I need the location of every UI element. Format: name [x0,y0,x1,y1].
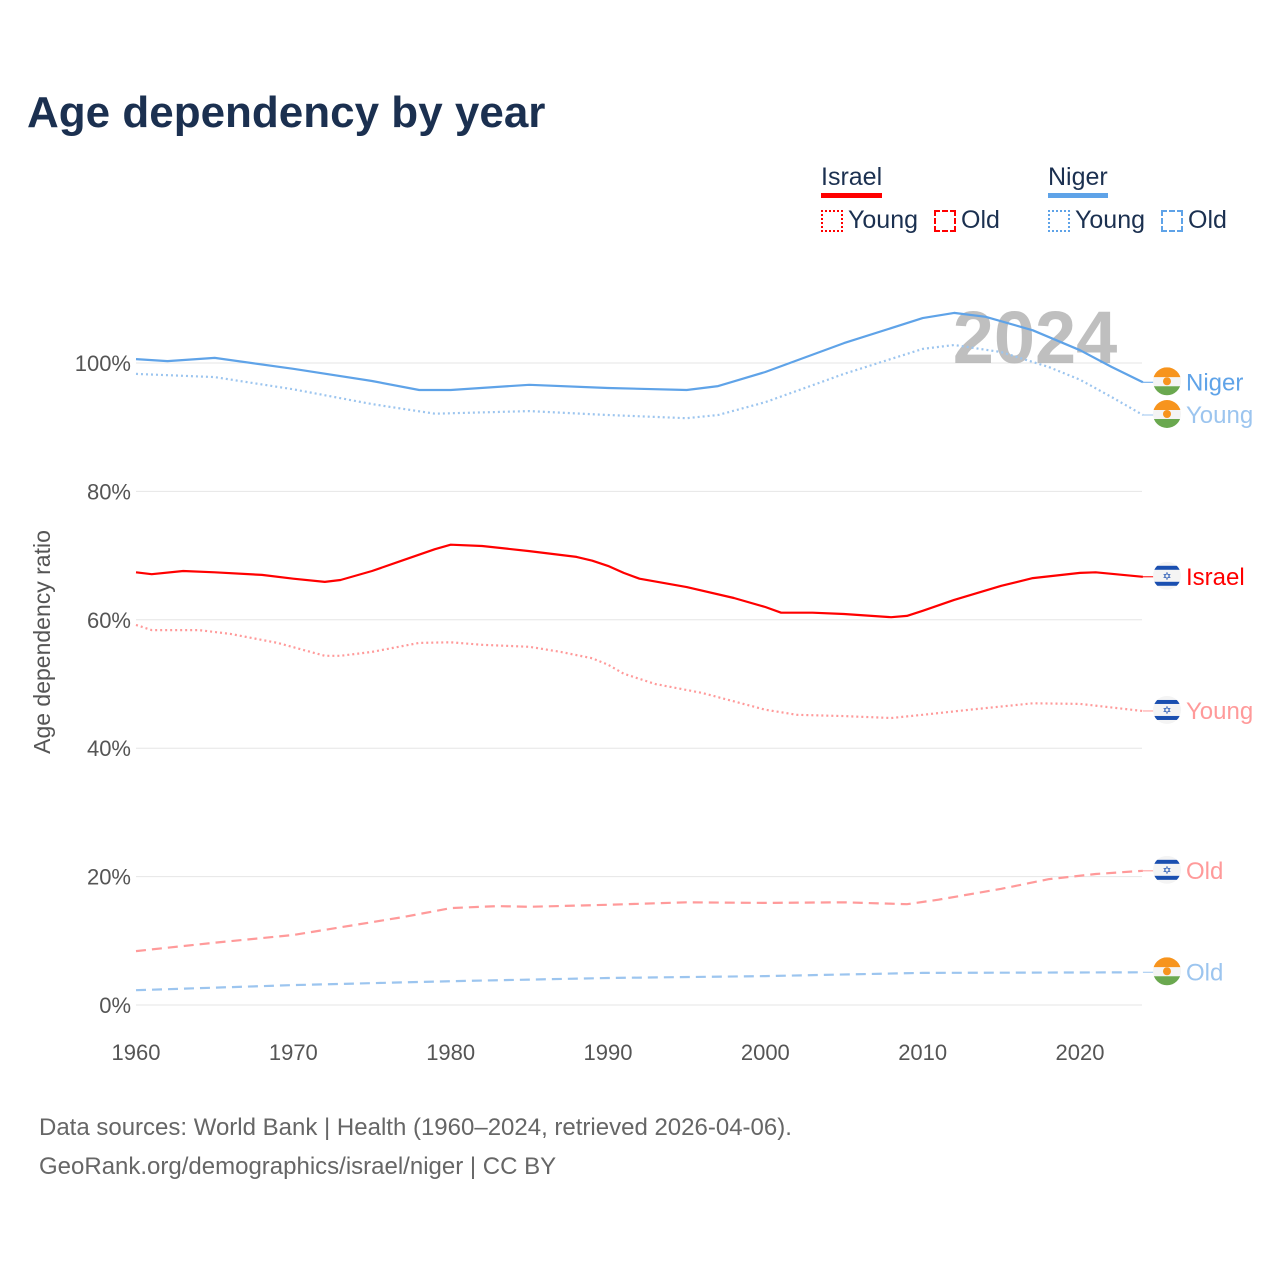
flag-stripe [1153,976,1181,986]
niger-flag-icon [1153,367,1181,396]
y-tick-label: 60% [87,608,131,633]
niger-flag-icon [1153,400,1181,429]
flag-sun [1163,967,1171,976]
legend-item-niger-young[interactable]: Young [1048,206,1145,235]
flag-body: ✡ [1153,855,1181,884]
legend-country-israel[interactable]: Israel [821,162,883,198]
x-tick-label: 2000 [741,1040,790,1065]
series-line-niger [135,311,1144,392]
legend-label: Old [961,206,1000,234]
x-tick-label: 1980 [426,1040,475,1065]
star-of-david-icon: ✡ [1162,705,1171,717]
flag-stripe [1153,957,1181,968]
flag-body [1153,400,1181,429]
y-tick-label: 20% [87,865,131,890]
israel-flag-icon: ✡ [1153,561,1181,590]
y-tick-label: 100% [75,351,131,376]
flag-body: ✡ [1153,561,1181,590]
legend-group-niger: Niger Young Old [1048,162,1243,235]
flag-stripe [1153,419,1181,429]
end-label: Israel [1186,564,1245,591]
legend-item-israel-old[interactable]: Old [934,206,1000,235]
flag-stripe [1153,699,1181,704]
x-tick-label: 1990 [584,1040,633,1065]
series-line-israel-old [135,869,1143,953]
y-tick-label: 40% [87,736,131,761]
star-of-david-icon: ✡ [1162,865,1171,877]
flag-stripe [1153,565,1181,570]
x-tick-label: 1970 [269,1040,318,1065]
flag-sun [1163,377,1171,386]
flag-body [1153,367,1181,396]
israel-flag-icon: ✡ [1153,855,1181,884]
flag-stripe [1153,715,1181,720]
legend-item-niger-old[interactable]: Old [1161,206,1227,235]
dashed-swatch-icon [934,209,956,232]
legend-label: Old [1188,206,1227,234]
flag-stripe [1153,400,1181,411]
legend-country-niger[interactable]: Niger [1048,162,1108,198]
y-tick-label: 0% [99,993,131,1018]
x-tick-label: 2010 [898,1040,947,1065]
end-label: Young [1186,698,1253,725]
y-tick-label: 80% [87,479,131,504]
source-line: Data sources: World Bank | Health (1960–… [39,1114,792,1141]
israel-flag-icon: ✡ [1153,695,1181,724]
flag-stripe [1153,581,1181,586]
legend-item-israel-young[interactable]: Young [821,206,918,235]
legend-group-israel: Israel Young Old [821,162,1016,235]
flag-stripe [1153,859,1181,864]
end-label: Young [1186,402,1253,429]
dotted-swatch-icon [821,209,843,232]
series-line-israel-young [135,623,1144,720]
flag-body: ✡ [1153,695,1181,724]
series-line-niger-old [135,971,1143,992]
source-link[interactable]: GeoRank.org/demographics/israel/niger | … [39,1153,557,1180]
flag-stripe [1153,386,1181,396]
flag-stripe [1153,367,1181,378]
line-chart: 0% 20% 40% 60% 80% 100% 1960 1970 1980 1990 2000 20… [29,296,1253,1065]
flag-body [1153,957,1181,986]
end-label: Old [1186,959,1223,986]
source-note: Data sources: World Bank | Health (1960–… [39,1108,792,1186]
series-line-niger-young [135,343,1144,420]
year-watermark: 2024 [953,296,1118,379]
end-label: Niger [1186,369,1243,396]
chart-title: Age dependency by year [27,88,546,137]
legend-label: Young [1075,206,1145,234]
y-axis-label: Age dependency ratio [29,530,55,754]
flag-sun [1163,410,1171,419]
legend-label: Young [848,206,918,234]
end-label: Old [1186,858,1223,885]
star-of-david-icon: ✡ [1162,571,1171,583]
x-tick-label: 1960 [112,1040,161,1065]
dashed-swatch-icon [1161,209,1183,232]
x-tick-label: 2020 [1056,1040,1105,1065]
dotted-swatch-icon [1048,209,1070,232]
series-line-israel [135,543,1144,619]
flag-stripe [1153,875,1181,880]
niger-flag-icon [1153,957,1181,986]
